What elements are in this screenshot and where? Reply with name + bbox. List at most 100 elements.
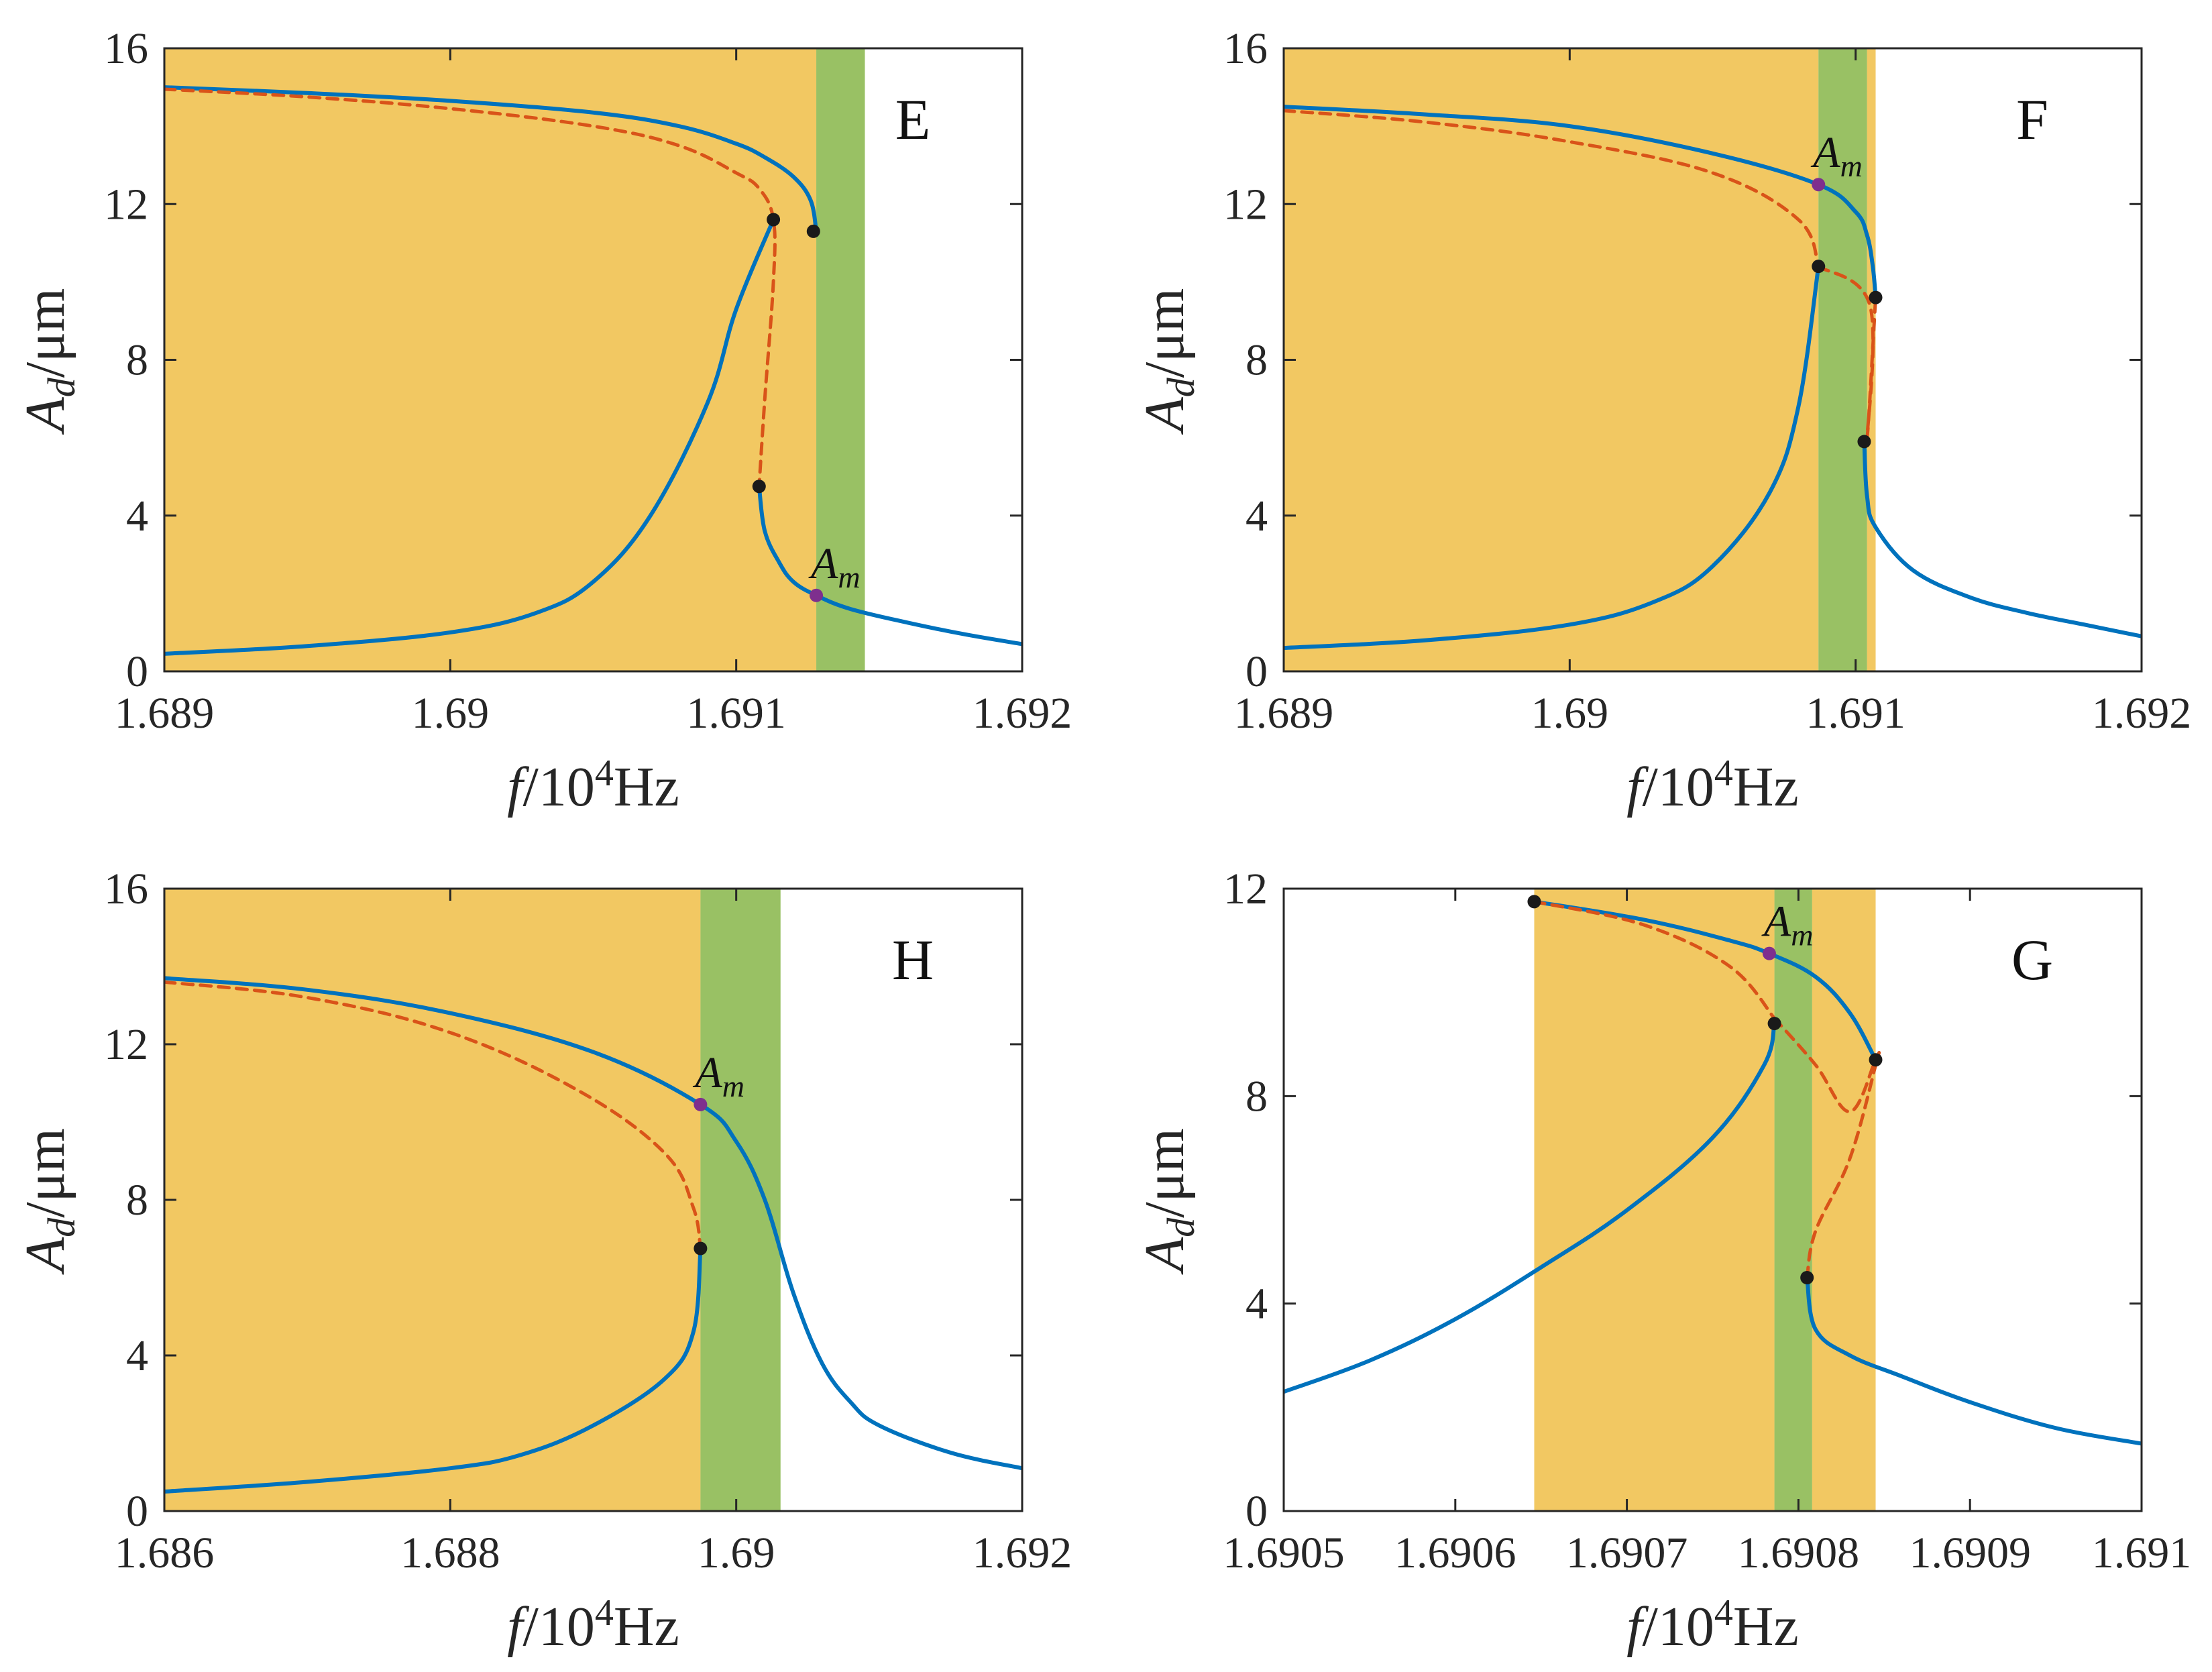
y-axis-label-sub: d: [1159, 377, 1203, 397]
marker-label-sub: m: [838, 560, 860, 594]
x-tick-label: 1.691: [2092, 1528, 2192, 1577]
marker-label-main: A: [808, 539, 838, 588]
y-tick-label: 0: [1246, 1487, 1268, 1536]
x-tick-label: 1.69: [412, 689, 490, 738]
y-tick-label: 16: [104, 865, 148, 913]
bifurcation-point-3: [1800, 1271, 1814, 1284]
y-tick-label: 0: [1246, 647, 1268, 696]
x-tick-label: 1.691: [1806, 689, 1905, 738]
x-tick-label: 1.689: [1234, 689, 1334, 738]
bifurcation-point-1: [1767, 1017, 1781, 1031]
marker-point-am: [1812, 178, 1826, 192]
y-tick-label: 4: [1246, 492, 1268, 541]
bifurcation-point-0: [694, 1241, 708, 1256]
marker-label-main: A: [692, 1048, 722, 1097]
y-tick-label: 4: [126, 492, 148, 541]
x-tick-label: 1.688: [400, 1528, 500, 1577]
y-tick-label: 12: [1223, 865, 1268, 913]
region-orange-0: [164, 48, 817, 671]
series-stable-upper: [164, 85, 819, 233]
y-tick-label: 12: [104, 180, 148, 229]
y-axis-label: Ad/μm: [14, 288, 83, 435]
y-axis-label-var: A: [14, 1237, 76, 1275]
curves: [1284, 899, 2142, 1446]
x-tick-label: 1.6908: [1738, 1528, 1860, 1577]
y-tick-label: 8: [1246, 336, 1268, 385]
series-unstable: [164, 87, 777, 488]
bifurcation-point-1: [1869, 290, 1883, 304]
x-axis-label: f/104Hz: [1626, 1592, 1799, 1658]
series-stable-upper: [1532, 899, 1878, 1062]
x-axis-label-unit: Hz: [1733, 756, 1799, 818]
marker-label: Am: [1761, 897, 1814, 952]
chart-panel-h: Am 1.686 1.688 1.69 1.692 0 4 8 12 16 Hf/104Hz Ad/μ…: [14, 865, 1072, 1658]
bifurcation-point-2: [1869, 1053, 1883, 1067]
x-tick-label: 1.691: [686, 689, 786, 738]
x-axis-label: f/104Hz: [1626, 753, 1799, 818]
region-orange-0: [1534, 889, 1775, 1511]
marker-label-sub: m: [1840, 149, 1863, 183]
panel-letter: H: [892, 928, 934, 992]
x-tick-label: 1.692: [973, 689, 1072, 738]
curves: [1284, 105, 2142, 651]
y-tick-label: 8: [126, 1176, 148, 1225]
x-tick-label: 1.692: [973, 1528, 1072, 1577]
marker-point-am: [694, 1097, 708, 1111]
x-tick-label: 1.692: [2092, 689, 2192, 738]
y-axis-label: Ad/μm: [14, 1128, 83, 1275]
series-stable-lower: [164, 1248, 703, 1494]
x-axis-label-unit: Hz: [614, 1596, 679, 1658]
y-axis-label-unit: /μm: [14, 1128, 76, 1218]
marker-point-am: [810, 588, 824, 602]
chart-panel-g: Am 1.6905 1.6906 1.6907 1.6908 1.6909 1.691 0 4 8…: [1133, 865, 2191, 1658]
marker-label-main: A: [1810, 128, 1840, 177]
region-green-1: [1774, 889, 1812, 1511]
x-axis-label-unit: Hz: [614, 756, 679, 818]
axes-box: [1282, 887, 2143, 1512]
bifurcation-point-1: [806, 224, 820, 238]
y-tick-label: 8: [1246, 1072, 1268, 1121]
marker-point-am: [1762, 946, 1776, 960]
marker-label-sub: m: [1791, 918, 1813, 952]
y-axis-label-unit: /μm: [14, 288, 76, 378]
x-axis-label-unit: Hz: [1733, 1596, 1799, 1658]
region-green-1: [816, 48, 865, 671]
panel-letter: G: [2011, 928, 2053, 992]
y-tick-label: 0: [126, 647, 148, 696]
x-axis-label: f/104Hz: [507, 753, 679, 818]
y-tick-label: 12: [1223, 180, 1268, 229]
x-tick-label: 1.69: [1531, 689, 1609, 738]
series-unstable: [164, 980, 702, 1250]
series-stable-right: [1862, 439, 2142, 638]
panel-letter: F: [2016, 87, 2048, 152]
y-axis-label-var: A: [1133, 1237, 1196, 1275]
series-stable-lower: [1284, 264, 1821, 651]
region-orange-0: [1284, 48, 1819, 671]
y-axis-label-sub: d: [40, 1217, 83, 1237]
bifurcation-point-0: [767, 213, 781, 227]
series-stable-right: [1805, 1276, 2142, 1446]
bifurcation-point-0: [1812, 260, 1826, 274]
x-axis-label-scale: /10: [523, 756, 595, 818]
y-axis-label: Ad/μm: [1133, 288, 1203, 435]
x-tick-label: 1.689: [115, 689, 215, 738]
x-tick-label: 1.6907: [1566, 1528, 1688, 1577]
chart-panel-e: Am 1.689 1.69 1.691 1.692 0 4 8 12 16 Ef/104Hz Ad/μ…: [14, 24, 1072, 818]
curves: [164, 976, 1022, 1494]
series-stable-lower: [164, 217, 776, 656]
series-unstable: [1532, 899, 1881, 1280]
region-orange-0: [164, 889, 701, 1511]
x-axis-label-scale: /10: [1643, 756, 1714, 818]
x-axis-label-scale: /10: [1643, 1596, 1714, 1658]
marker-label-sub: m: [722, 1069, 744, 1103]
y-axis-label: Ad/μm: [1133, 1128, 1203, 1275]
y-axis-label-unit: /μm: [1133, 288, 1196, 378]
panel-letter: E: [895, 87, 931, 152]
series-stable-lower: [1284, 1021, 1777, 1394]
chart-panel-f: Am 1.689 1.69 1.691 1.692 0 4 8 12 16 Ff/104Hz Ad/μ…: [1133, 24, 2191, 818]
y-tick-label: 0: [126, 1487, 148, 1536]
bifurcation-point-2: [752, 480, 766, 494]
y-axis-label-var: A: [14, 397, 76, 435]
x-tick-label: 1.6905: [1223, 1528, 1345, 1577]
